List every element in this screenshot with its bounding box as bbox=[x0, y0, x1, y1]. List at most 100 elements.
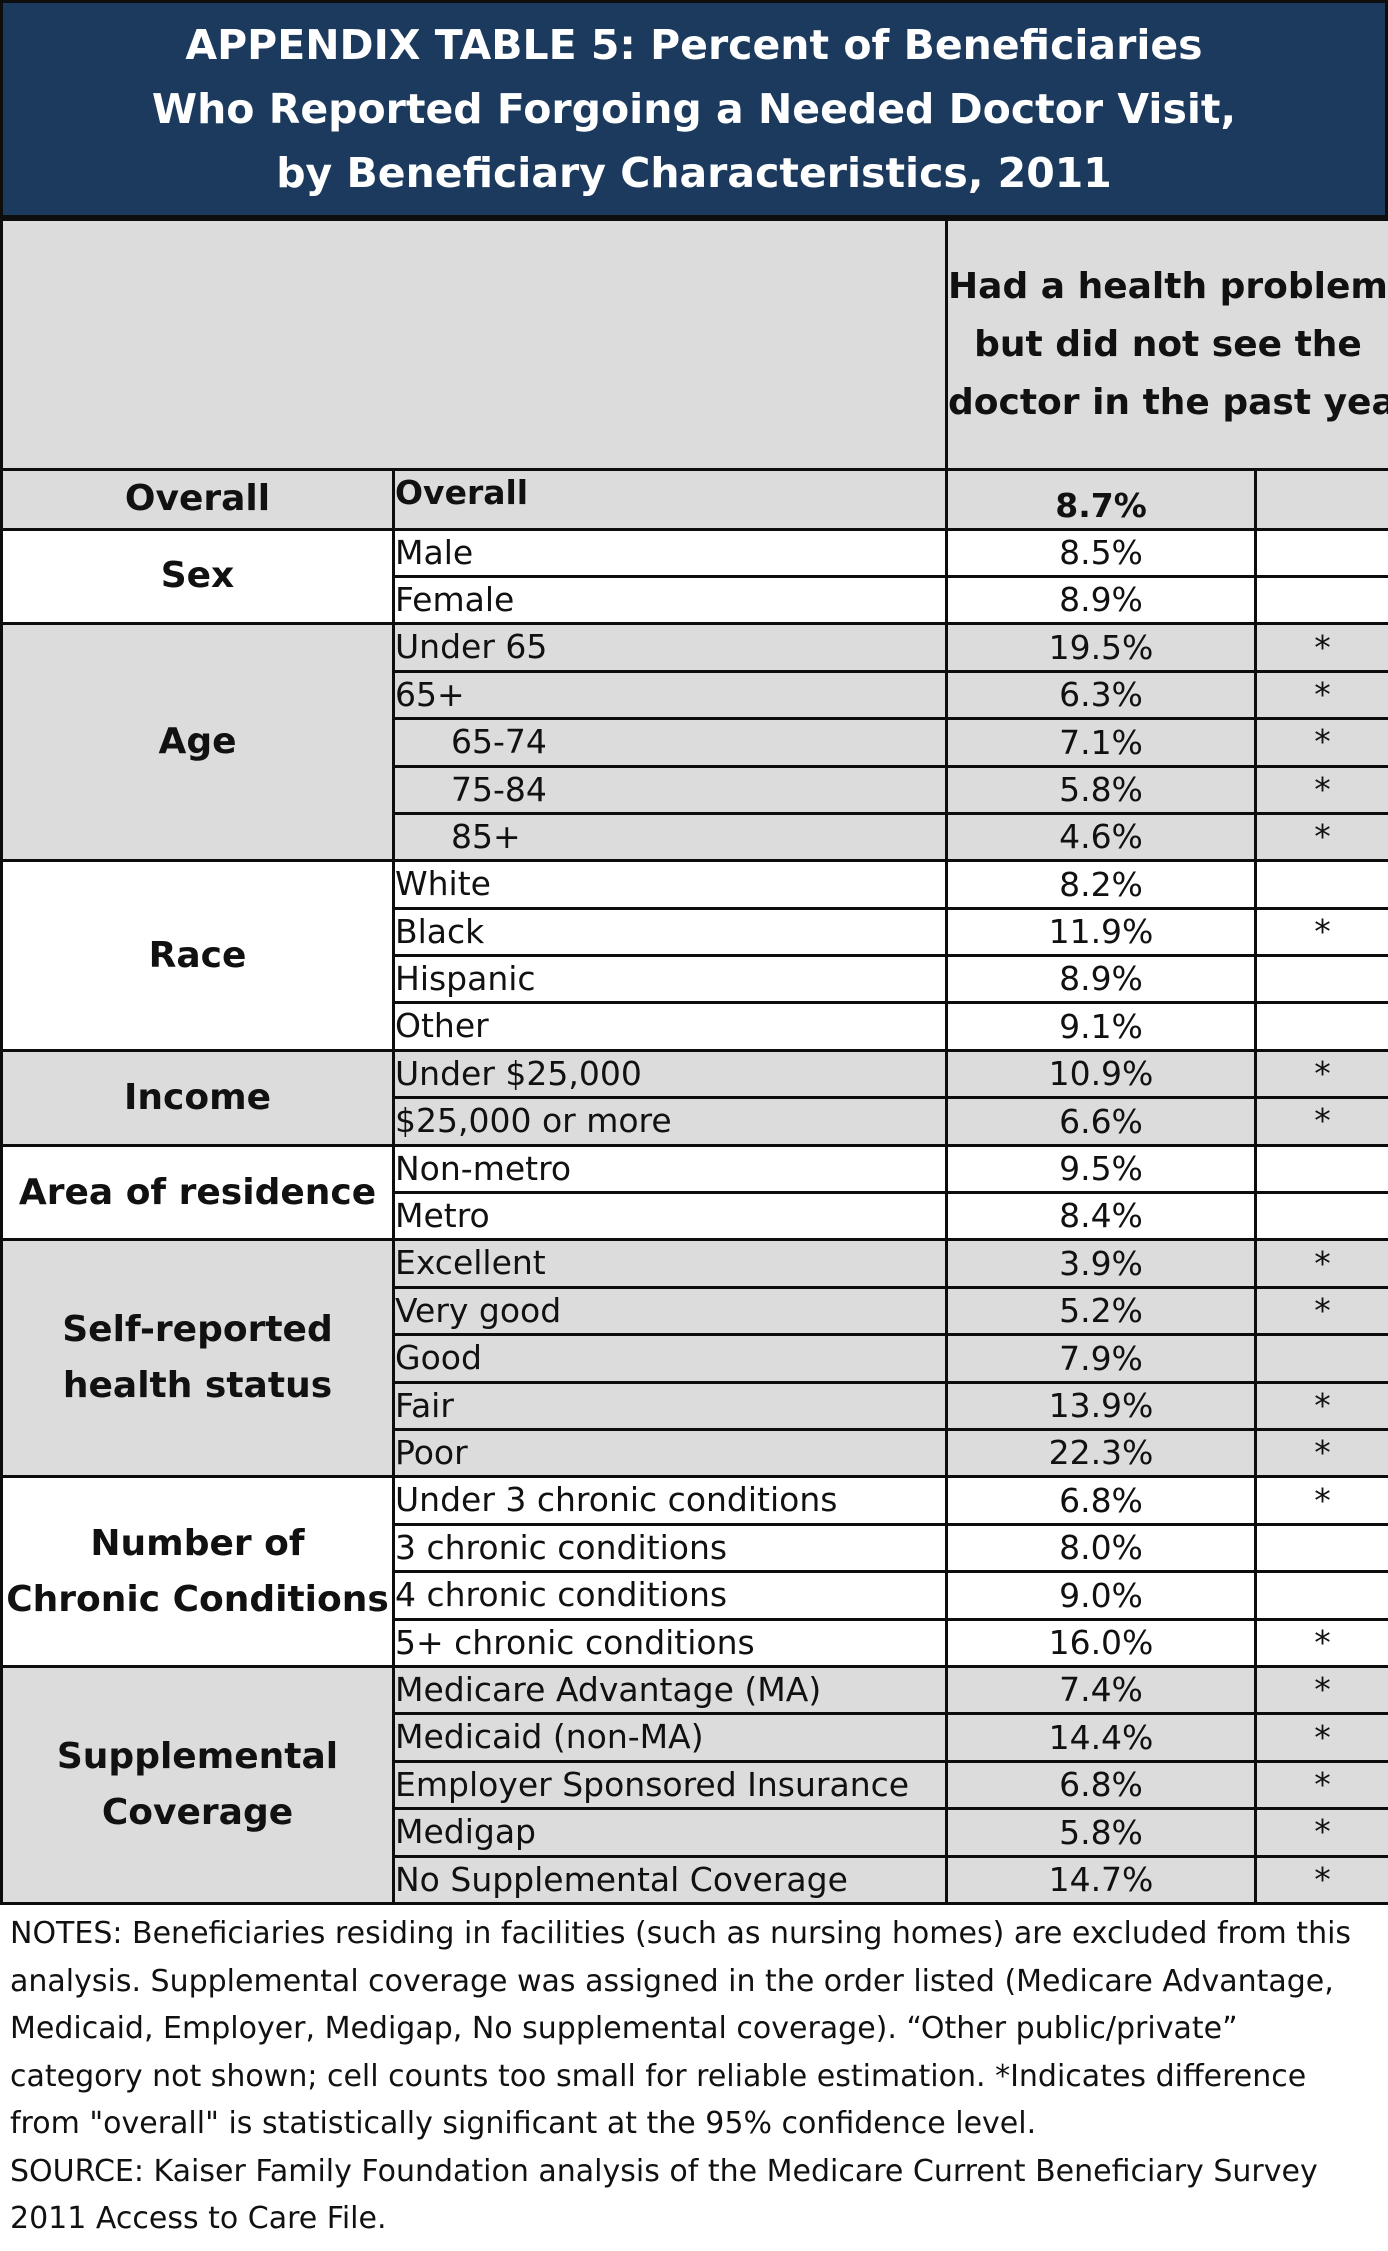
table-row: Area of residence Non-metro 9.5% bbox=[0, 1143, 1388, 1242]
table-row: Metro 8.4% bbox=[2, 1191, 1388, 1242]
row-label: 5+ chronic conditions bbox=[392, 1617, 948, 1668]
table-row: Sex Male 8.5% bbox=[0, 527, 1388, 626]
table-body: Had a health problem but did not see the… bbox=[0, 217, 1388, 1906]
row-label: Excellent bbox=[392, 1238, 948, 1289]
category-label: Sex bbox=[160, 555, 235, 597]
row-label: Overall bbox=[392, 468, 948, 531]
category-label: Chronic Conditions bbox=[6, 1578, 389, 1620]
title-line-1: APPENDIX TABLE 5: Percent of Beneficiari… bbox=[185, 21, 1203, 69]
notes-line: NOTES: Beneficiaries residing in facilit… bbox=[10, 1916, 1352, 1951]
column-header-line-1: Had a health problem bbox=[948, 265, 1388, 307]
category-cell: Sex bbox=[0, 527, 395, 626]
row-label: 65+ bbox=[392, 669, 948, 721]
title-line-2: Who Reported Forgoing a Needed Doctor Vi… bbox=[151, 85, 1237, 133]
row-label: 75-84 bbox=[392, 764, 948, 815]
category-cell: Number of Chronic Conditions bbox=[0, 1475, 395, 1668]
column-header: Had a health problem but did not see the… bbox=[945, 217, 1388, 472]
percent-value: 8.7% bbox=[945, 468, 1257, 531]
table-row: Female 8.9% bbox=[2, 574, 1388, 626]
row-label: Good bbox=[392, 1333, 948, 1384]
category-cell: Area of residence bbox=[0, 1143, 395, 1242]
percent-value: 22.3% bbox=[945, 1427, 1257, 1479]
table-row: 4 chronic conditions 9.0% bbox=[2, 1570, 1388, 1621]
row-label: $25,000 or more bbox=[392, 1096, 948, 1147]
significance-marker: * bbox=[1254, 1048, 1388, 1100]
row-label: Medicare Advantage (MA) bbox=[392, 1664, 948, 1716]
percent-value: 8.5% bbox=[945, 527, 1257, 578]
significance-marker: * bbox=[1254, 764, 1388, 815]
significance-marker bbox=[1254, 1143, 1388, 1195]
significance-marker bbox=[1254, 1570, 1388, 1621]
percent-value: 6.8% bbox=[945, 1475, 1257, 1526]
row-label: 4 chronic conditions bbox=[392, 1570, 948, 1621]
notes-line: Medicaid, Employer, Medigap, No suppleme… bbox=[10, 2011, 1238, 2046]
category-label: Number of bbox=[90, 1522, 305, 1564]
significance-marker bbox=[1254, 574, 1388, 626]
row-label: Under 3 chronic conditions bbox=[392, 1475, 948, 1526]
significance-marker: * bbox=[1254, 1285, 1388, 1337]
notes: NOTES: Beneficiaries residing in facilit… bbox=[10, 1910, 1382, 2243]
significance-marker bbox=[1254, 1001, 1388, 1052]
percent-value: 7.1% bbox=[945, 717, 1257, 768]
significance-marker: * bbox=[1254, 1617, 1388, 1668]
category-label: Income bbox=[123, 1076, 272, 1118]
row-label: Medicaid (non-MA) bbox=[392, 1712, 948, 1763]
table-row: 5+ chronic conditions 16.0% * bbox=[2, 1617, 1388, 1668]
table-row: Medigap 5.8% * bbox=[2, 1807, 1388, 1858]
significance-marker: * bbox=[1254, 1096, 1388, 1147]
table-row: Hispanic 8.9% bbox=[2, 954, 1388, 1005]
row-label: Fair bbox=[392, 1380, 948, 1431]
significance-marker bbox=[1254, 1191, 1388, 1242]
table-row: Supplemental Coverage Medicare Advantage (… bbox=[0, 1664, 1388, 1906]
appendix-table: Had a health problem but did not see the… bbox=[0, 217, 1388, 1906]
row-label: Non-metro bbox=[392, 1143, 948, 1195]
row-label: Other bbox=[392, 1001, 948, 1052]
percent-value: 6.8% bbox=[945, 1759, 1257, 1811]
significance-marker: * bbox=[1254, 1712, 1388, 1763]
row-label: 3 chronic conditions bbox=[392, 1522, 948, 1574]
table-row: Good 7.9% bbox=[2, 1333, 1388, 1384]
significance-marker: * bbox=[1254, 1475, 1388, 1526]
percent-value: 14.7% bbox=[945, 1854, 1257, 1905]
category-label: Race bbox=[148, 934, 247, 976]
percent-value: 19.5% bbox=[945, 622, 1257, 673]
notes-line: category not shown; cell counts too smal… bbox=[10, 2058, 1307, 2094]
significance-marker: * bbox=[1254, 669, 1388, 721]
notes-line: from "overall" is statistically signific… bbox=[10, 2106, 1037, 2141]
significance-marker: * bbox=[1254, 1380, 1388, 1431]
significance-marker: * bbox=[1254, 906, 1388, 958]
title-line-3: by Beneficiary Characteristics, 2011 bbox=[276, 149, 1112, 197]
percent-value: 5.8% bbox=[945, 1807, 1257, 1858]
table-row: Age Under 65 19.5% * bbox=[0, 622, 1388, 863]
row-label: Under 65 bbox=[392, 622, 948, 673]
notes-line: analysis. Supplemental coverage was assi… bbox=[10, 1963, 1334, 1999]
percent-value: 10.9% bbox=[945, 1048, 1257, 1100]
significance-marker: * bbox=[1254, 1664, 1388, 1716]
percent-value: 6.3% bbox=[945, 669, 1257, 721]
row-label: Male bbox=[392, 527, 948, 578]
percent-value: 9.0% bbox=[945, 1570, 1257, 1621]
category-cell: Race bbox=[0, 859, 395, 1052]
percent-value: 7.9% bbox=[945, 1333, 1257, 1384]
table-row: Other 9.1% bbox=[2, 1001, 1388, 1052]
category-cell: Supplemental Coverage bbox=[0, 1664, 395, 1906]
table-row: Very good 5.2% * bbox=[2, 1285, 1388, 1337]
column-header-line-3: doctor in the past year bbox=[948, 381, 1388, 423]
percent-value: 7.4% bbox=[945, 1664, 1257, 1716]
significance-marker: * bbox=[1254, 811, 1388, 863]
percent-value: 5.2% bbox=[945, 1285, 1257, 1337]
table-row: Employer Sponsored Insurance 6.8% * bbox=[2, 1759, 1388, 1811]
header-row: Had a health problem but did not see the… bbox=[0, 217, 1388, 472]
category-label: Self-reported bbox=[62, 1309, 333, 1351]
table-row: Poor 22.3% * bbox=[2, 1427, 1388, 1479]
table-row: Black 11.9% * bbox=[2, 906, 1388, 958]
table-row: Overall Overall 8.7% bbox=[0, 468, 1388, 531]
row-label: Employer Sponsored Insurance bbox=[392, 1759, 948, 1811]
table-row: 85+ 4.6% * bbox=[2, 811, 1388, 863]
row-label: No Supplemental Coverage bbox=[392, 1854, 948, 1905]
percent-value: 8.2% bbox=[945, 859, 1257, 910]
table-row: Fair 13.9% * bbox=[2, 1380, 1388, 1431]
row-label: Under $25,000 bbox=[392, 1048, 948, 1100]
significance-marker: * bbox=[1254, 1427, 1388, 1479]
table-row: Number of Chronic Conditions Under 3 chron… bbox=[0, 1475, 1388, 1668]
